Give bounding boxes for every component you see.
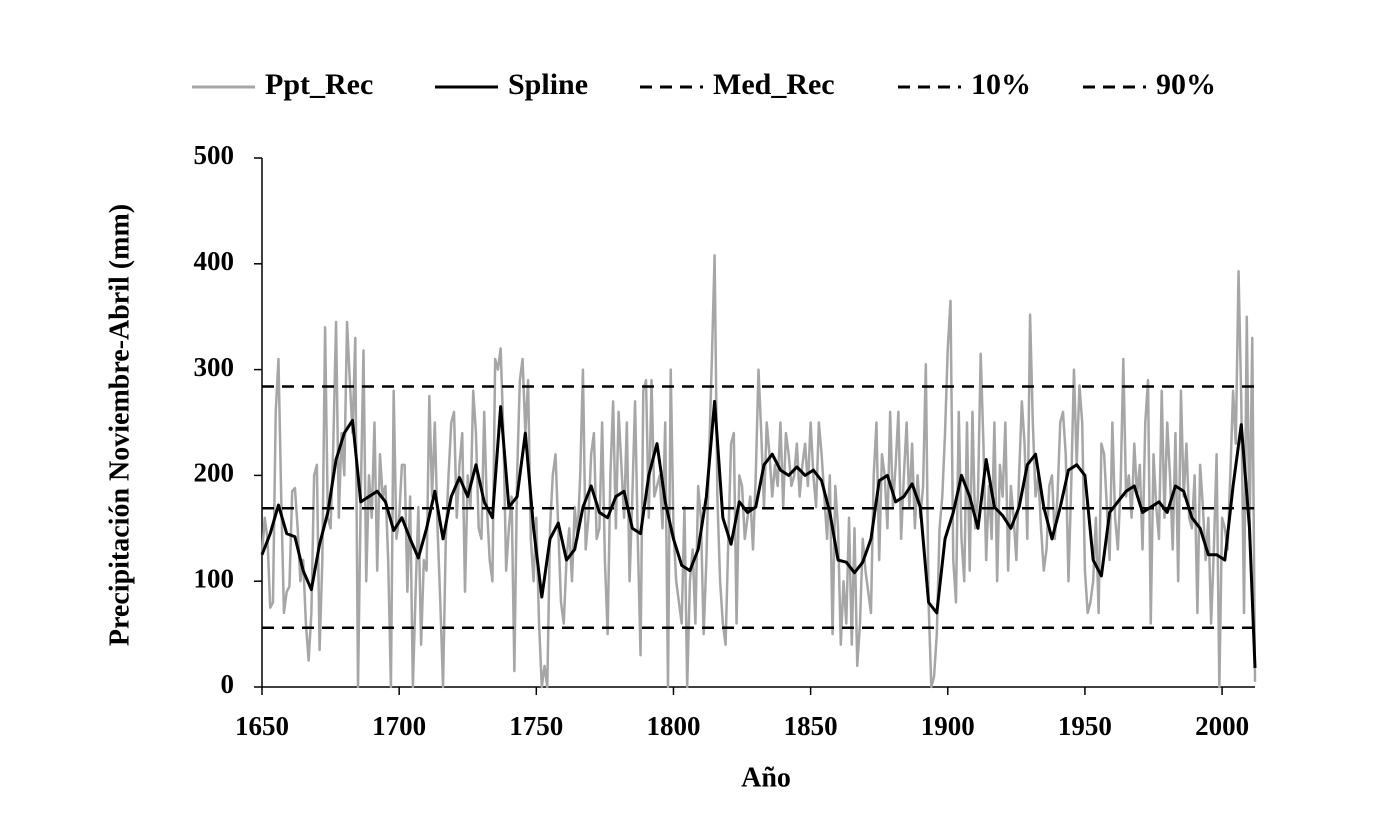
legend-label: Ppt_Rec (265, 68, 373, 101)
legend-label: Med_Rec (713, 68, 835, 101)
x-tick-label: 1650 (235, 711, 289, 741)
x-tick-label: 1750 (509, 711, 563, 741)
x-tick-label: 1700 (372, 711, 426, 741)
legend-label: Spline (508, 68, 588, 101)
y-tick-label: 300 (194, 352, 235, 382)
y-tick-label: 500 (194, 140, 235, 170)
y-tick-label: 400 (194, 246, 235, 276)
y-axis-label: Precipitación Noviembre-Abril (mm) (104, 204, 135, 646)
y-tick-label: 100 (194, 563, 235, 593)
legend-label: 90% (1156, 68, 1216, 101)
x-axis-label: Año (741, 762, 791, 793)
y-tick-label: 0 (221, 669, 235, 699)
x-tick-label: 1900 (921, 711, 975, 741)
x-tick-label: 1950 (1058, 711, 1112, 741)
x-tick-label: 1850 (784, 711, 838, 741)
y-tick-label: 200 (194, 458, 235, 488)
series-line (260, 254, 1257, 689)
x-tick-label: 1800 (646, 711, 700, 741)
series-line (260, 399, 1257, 669)
x-tick-label: 2000 (1195, 711, 1249, 741)
legend-label: 10% (971, 68, 1031, 101)
